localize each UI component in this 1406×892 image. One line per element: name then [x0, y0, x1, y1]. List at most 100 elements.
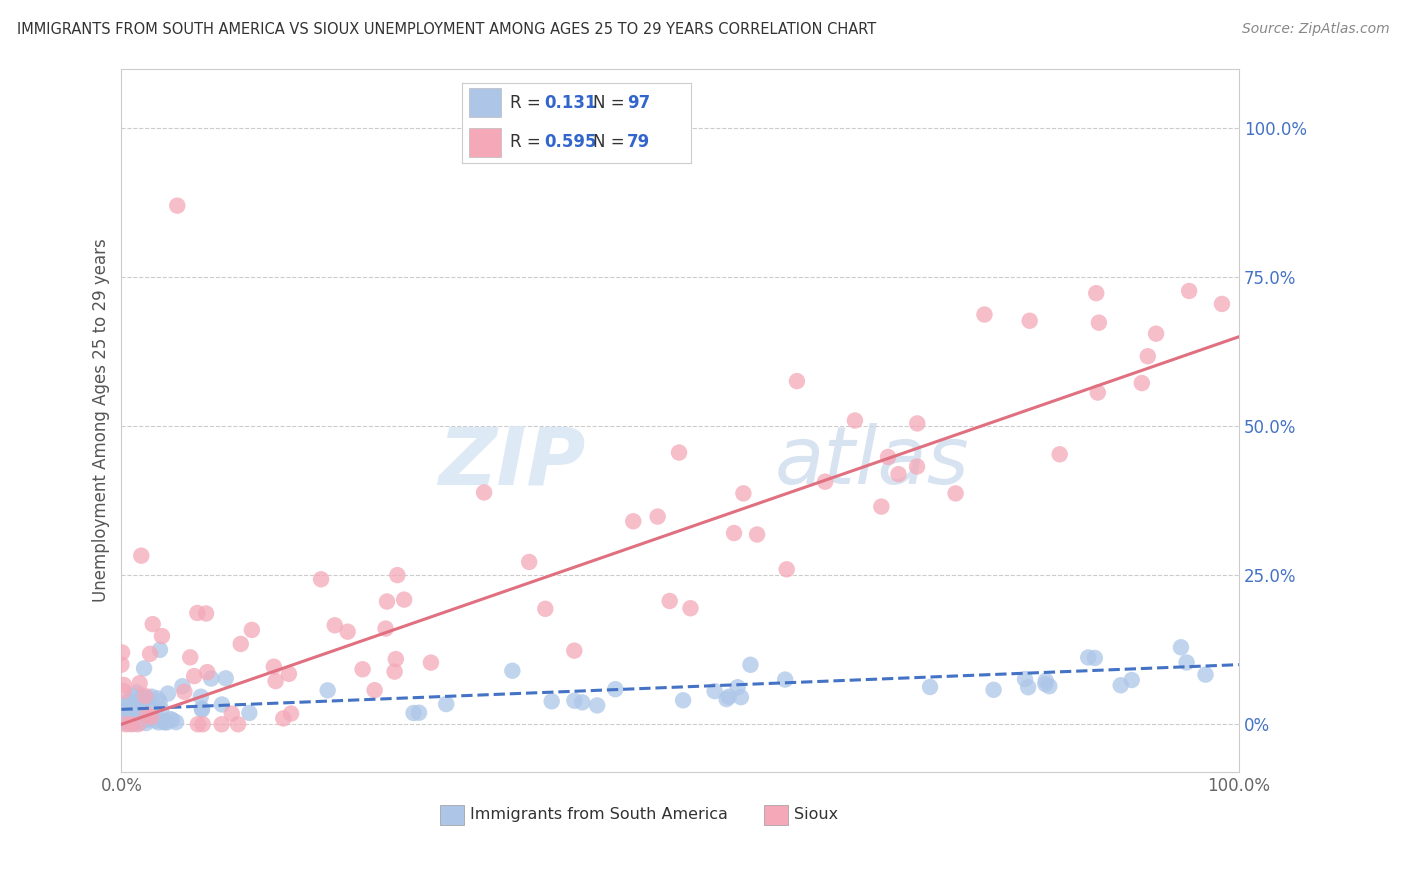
Point — [115, 714, 138, 729]
Point — [211, 698, 233, 712]
Point — [420, 656, 443, 670]
Point — [723, 526, 745, 541]
Point — [131, 714, 153, 728]
Point — [135, 693, 157, 707]
Point — [1121, 673, 1143, 687]
Point — [136, 707, 159, 722]
Point — [1035, 677, 1057, 691]
Point — [121, 689, 143, 703]
Point — [187, 717, 209, 731]
Point — [733, 486, 755, 500]
Text: Immigrants from South America: Immigrants from South America — [470, 807, 728, 822]
Point — [111, 645, 134, 659]
Point — [703, 684, 725, 698]
Point — [571, 695, 593, 709]
Point — [240, 623, 263, 637]
Point — [120, 714, 142, 729]
Point — [211, 717, 233, 731]
Point — [128, 676, 150, 690]
Point — [118, 703, 141, 717]
Point — [129, 715, 152, 730]
Point — [191, 701, 214, 715]
Point — [141, 690, 163, 704]
Point — [905, 459, 928, 474]
Point — [229, 637, 252, 651]
Text: IMMIGRANTS FROM SOUTH AMERICA VS SIOUX UNEMPLOYMENT AMONG AGES 25 TO 29 YEARS CO: IMMIGRANTS FROM SOUTH AMERICA VS SIOUX U… — [17, 22, 876, 37]
Point — [141, 710, 163, 724]
Point — [152, 714, 174, 728]
Point — [716, 692, 738, 706]
Point — [195, 665, 218, 680]
Point — [148, 715, 170, 730]
Point — [215, 671, 238, 685]
Point — [1211, 297, 1233, 311]
Point — [905, 417, 928, 431]
Point — [120, 717, 142, 731]
Point — [136, 691, 159, 706]
Point — [238, 706, 260, 720]
Point — [316, 683, 339, 698]
Point — [128, 712, 150, 726]
Point — [1018, 314, 1040, 328]
Point — [159, 712, 181, 726]
Point — [263, 659, 285, 673]
Point — [112, 678, 135, 692]
Point — [540, 694, 562, 708]
Point — [562, 643, 585, 657]
Point — [745, 527, 768, 541]
Point — [200, 672, 222, 686]
Point — [112, 698, 135, 713]
Point — [195, 607, 218, 621]
Point — [127, 708, 149, 723]
Point — [668, 445, 690, 459]
Point — [385, 652, 408, 666]
Point — [1136, 349, 1159, 363]
Point — [672, 693, 695, 707]
Y-axis label: Unemployment Among Ages 25 to 29 years: Unemployment Among Ages 25 to 29 years — [93, 238, 110, 602]
Point — [110, 657, 132, 672]
Point — [141, 712, 163, 726]
Point — [136, 713, 159, 727]
Point — [125, 705, 148, 719]
Point — [336, 624, 359, 639]
Point — [160, 713, 183, 727]
Point — [1017, 680, 1039, 694]
Point — [740, 657, 762, 672]
Text: Sioux: Sioux — [794, 807, 838, 822]
Point — [121, 716, 143, 731]
Point — [605, 682, 627, 697]
Point — [1194, 667, 1216, 681]
Point — [973, 308, 995, 322]
Point — [730, 690, 752, 705]
Point — [186, 606, 208, 620]
Point — [148, 694, 170, 708]
Point — [1049, 447, 1071, 461]
Point — [112, 704, 135, 718]
Point — [139, 698, 162, 712]
Point — [191, 717, 214, 731]
Text: Source: ZipAtlas.com: Source: ZipAtlas.com — [1241, 22, 1389, 37]
Point — [122, 708, 145, 723]
Point — [114, 717, 136, 731]
Point — [945, 486, 967, 500]
Point — [117, 716, 139, 731]
Point — [125, 685, 148, 699]
Point — [1085, 286, 1108, 301]
Point — [1088, 316, 1111, 330]
Point — [1084, 651, 1107, 665]
Point — [1144, 326, 1167, 341]
Point — [564, 694, 586, 708]
Point — [717, 690, 740, 704]
Point — [111, 715, 134, 730]
Point — [153, 715, 176, 730]
Point — [658, 594, 681, 608]
Point — [156, 715, 179, 730]
Point — [887, 467, 910, 482]
Point — [387, 568, 409, 582]
Point — [773, 673, 796, 687]
Point — [131, 705, 153, 719]
Point — [1109, 678, 1132, 692]
Point — [114, 709, 136, 723]
Point — [1038, 679, 1060, 693]
Point — [402, 706, 425, 720]
